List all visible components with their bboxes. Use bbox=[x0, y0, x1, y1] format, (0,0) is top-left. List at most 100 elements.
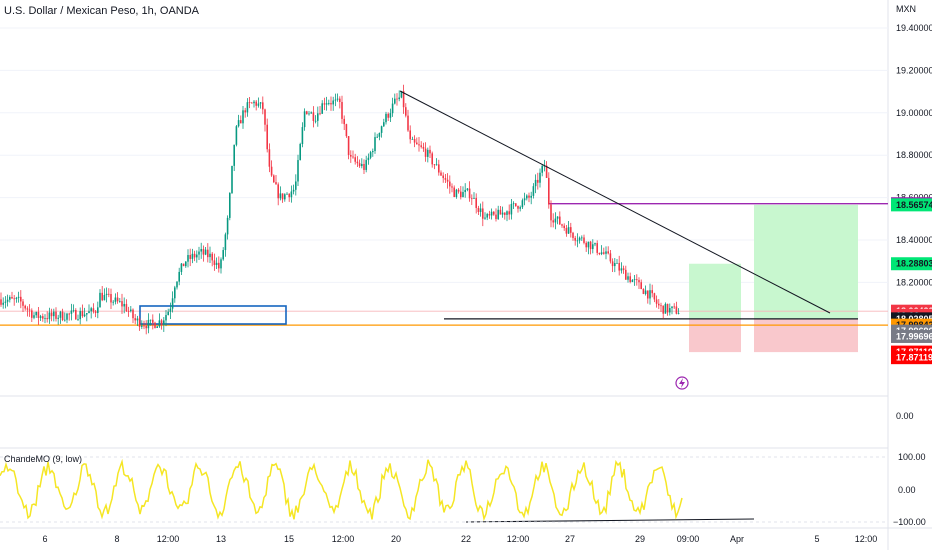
candle-body bbox=[180, 263, 183, 272]
chart-title: U.S. Dollar / Mexican Peso, 1h, OANDA bbox=[4, 5, 200, 17]
candle-body bbox=[42, 316, 44, 319]
candle-body bbox=[79, 311, 81, 320]
candle-body bbox=[64, 319, 66, 321]
candle-body bbox=[167, 311, 169, 316]
candle-body bbox=[88, 311, 90, 314]
candle-body bbox=[196, 254, 198, 258]
candle-body bbox=[372, 151, 374, 153]
candle-body bbox=[330, 103, 332, 105]
candle-body bbox=[411, 139, 414, 140]
candle-body bbox=[499, 209, 502, 215]
candle-body bbox=[396, 98, 398, 100]
candle-body bbox=[264, 109, 266, 125]
candle-body bbox=[145, 325, 147, 329]
candle-body bbox=[352, 156, 354, 158]
candle-body bbox=[603, 252, 605, 254]
candle-body bbox=[627, 276, 629, 280]
candle-body bbox=[193, 253, 196, 258]
x-tick-label: 29 bbox=[635, 534, 645, 544]
candle-body bbox=[556, 216, 559, 219]
candle-body bbox=[308, 113, 310, 115]
candle-body bbox=[598, 252, 601, 255]
candle-body bbox=[455, 189, 458, 197]
candle-body bbox=[383, 122, 385, 127]
candle-body bbox=[92, 308, 95, 312]
candle-body bbox=[116, 297, 119, 302]
candle-body bbox=[385, 113, 387, 123]
descending-trendline[interactable] bbox=[399, 90, 831, 314]
loss-zone[interactable] bbox=[689, 318, 741, 353]
candle-body bbox=[119, 301, 121, 302]
candle-body bbox=[86, 313, 88, 315]
candle-body bbox=[614, 263, 616, 267]
chande-momentum-line bbox=[0, 458, 683, 522]
candle-body bbox=[416, 142, 418, 145]
candle-body bbox=[114, 297, 117, 302]
candle-body bbox=[583, 237, 585, 243]
x-tick-label: 27 bbox=[565, 534, 575, 544]
candle-body bbox=[9, 297, 11, 300]
candle-body bbox=[222, 250, 224, 260]
profit-zone[interactable] bbox=[754, 204, 858, 319]
candle-body bbox=[235, 126, 238, 145]
candle-body bbox=[66, 313, 68, 320]
candle-body bbox=[75, 310, 77, 320]
candle-body bbox=[233, 144, 235, 166]
candle-body bbox=[17, 296, 20, 298]
candle-body bbox=[301, 127, 304, 145]
candle-body bbox=[561, 224, 563, 226]
candle-body bbox=[306, 111, 308, 115]
candle-body bbox=[207, 249, 209, 258]
candle-body bbox=[541, 165, 543, 173]
candle-body bbox=[35, 311, 37, 316]
candle-body bbox=[647, 290, 649, 299]
x-tick-label: 15 bbox=[284, 534, 294, 544]
candle-body bbox=[121, 301, 123, 307]
candle-body bbox=[490, 211, 493, 216]
price-tag bbox=[891, 351, 932, 365]
candle-body bbox=[345, 124, 348, 137]
candle-body bbox=[332, 100, 334, 105]
x-tick-label: 22 bbox=[461, 534, 471, 544]
candle-body bbox=[270, 166, 273, 176]
oscillator-layer bbox=[0, 456, 888, 523]
candle-body bbox=[640, 282, 642, 289]
candle-body bbox=[2, 302, 4, 305]
candle-body bbox=[587, 241, 590, 248]
candle-body bbox=[526, 195, 528, 199]
candle-body bbox=[631, 279, 634, 282]
candle-body bbox=[596, 243, 598, 253]
candle-body bbox=[101, 292, 103, 301]
candle-body bbox=[420, 145, 422, 147]
loss-zone[interactable] bbox=[754, 318, 858, 353]
candle-body bbox=[508, 211, 510, 215]
profit-zone[interactable] bbox=[689, 263, 741, 319]
candle-body bbox=[81, 311, 84, 317]
candle-body bbox=[57, 317, 59, 319]
candle-body bbox=[504, 212, 506, 215]
candle-body bbox=[347, 136, 350, 155]
y-tick-label: 19.20000 bbox=[896, 65, 932, 75]
candle-body bbox=[512, 203, 515, 205]
candle-body bbox=[213, 260, 216, 265]
candle-body bbox=[444, 178, 447, 180]
candle-body bbox=[449, 181, 451, 187]
candle-body bbox=[466, 188, 469, 190]
candle-body bbox=[343, 118, 345, 125]
demand-zone-box[interactable] bbox=[139, 305, 287, 325]
candle-body bbox=[592, 244, 594, 250]
lightning-icon[interactable] bbox=[675, 376, 689, 390]
candle-body bbox=[61, 311, 64, 320]
candle-body bbox=[138, 318, 141, 327]
price-tag bbox=[891, 329, 932, 343]
candle-body bbox=[229, 192, 231, 218]
oscillator-trendline[interactable] bbox=[465, 518, 755, 523]
candle-body bbox=[22, 301, 24, 306]
x-tick-label: 12:00 bbox=[855, 534, 878, 544]
candle-body bbox=[59, 311, 62, 318]
candle-body bbox=[493, 211, 495, 215]
x-tick-label: 8 bbox=[114, 534, 119, 544]
candle-body bbox=[279, 193, 282, 199]
